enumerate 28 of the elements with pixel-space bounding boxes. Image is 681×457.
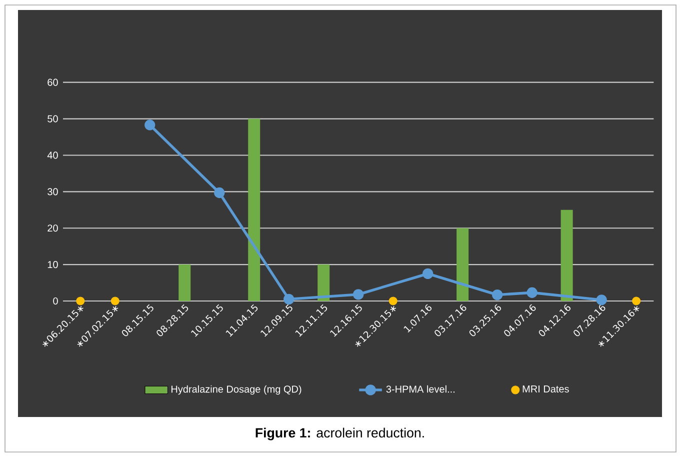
y-tick-label: 50 [48, 115, 58, 122]
bar [318, 264, 330, 302]
bar [456, 228, 469, 302]
point [492, 289, 503, 300]
legend-label: Hydralazine Dosage (mg QD) [171, 385, 302, 395]
y-tick-label: 0 [53, 297, 58, 305]
point [422, 268, 434, 280]
y-tick-label: 40 [47, 152, 58, 159]
point [632, 296, 641, 306]
point [284, 294, 294, 305]
y-tick-label: 20 [48, 224, 58, 232]
point [388, 296, 398, 306]
y-tick-label: 30 [48, 188, 58, 196]
point [596, 294, 607, 306]
point [526, 287, 538, 298]
y-tick-label: 60 [48, 78, 58, 86]
bar [560, 210, 573, 302]
legend-label: 3-HPMA level... [386, 385, 454, 393]
point [110, 296, 120, 306]
bar [248, 118, 260, 302]
point [144, 120, 156, 130]
point [214, 187, 225, 198]
text: Figure 1: acrolein reduction. [256, 428, 424, 440]
point [76, 296, 85, 306]
legend-label: MRI Dates [522, 386, 569, 392]
point [353, 289, 364, 300]
bar [178, 264, 191, 302]
y-tick-label: 10 [48, 261, 58, 268]
